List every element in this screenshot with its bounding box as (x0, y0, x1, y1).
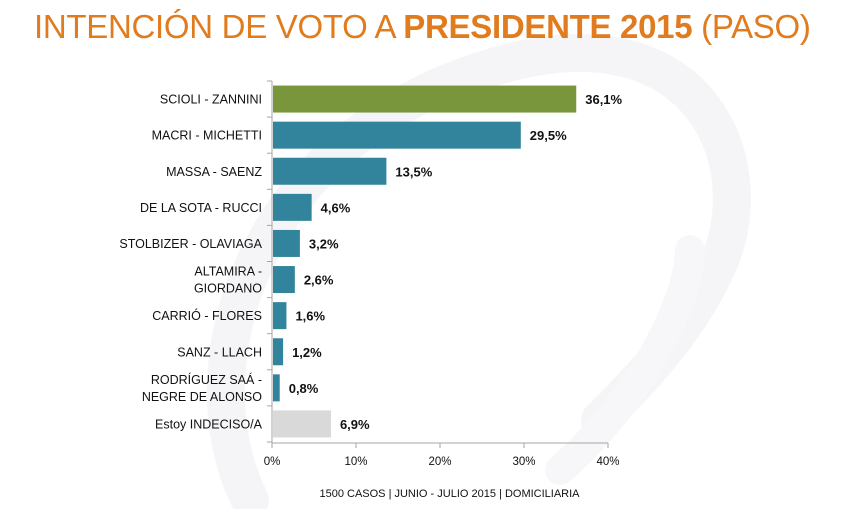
value-label: 6,9% (340, 417, 370, 432)
category-label: MACRI - MICHETTI (152, 129, 262, 143)
bar (273, 193, 312, 221)
category-label: MASSA - SAENZ (166, 165, 262, 179)
title-part-3: (PASO) (692, 8, 811, 45)
x-tick-label: 30% (512, 456, 535, 468)
category-label: CARRIÓ - FLORES (152, 308, 262, 323)
bars (273, 85, 577, 438)
bar (273, 374, 280, 402)
value-label: 29,5% (530, 128, 567, 143)
bar (273, 266, 295, 294)
value-label: 3,2% (309, 236, 339, 251)
chart-title: INTENCIÓN DE VOTO A PRESIDENTE 2015 (PAS… (34, 8, 811, 46)
bar (273, 302, 287, 330)
bar (273, 229, 300, 257)
bar (273, 410, 331, 438)
value-label: 13,5% (395, 164, 432, 179)
title-part-2: PRESIDENTE 2015 (403, 8, 693, 45)
value-label: 2,6% (304, 273, 334, 288)
value-label: 0,8% (289, 381, 319, 396)
bar (273, 157, 387, 185)
title-part-1: INTENCIÓN DE VOTO A (34, 8, 404, 45)
chart-footer: 1500 CASOS | JUNIO - JULIO 2015 | DOMICI… (319, 488, 580, 500)
category-label: ALTAMIRA -GIORDANO (194, 265, 262, 296)
category-label: STOLBIZER - OLAVIAGA (119, 237, 262, 251)
x-tick-label: 40% (596, 456, 619, 468)
x-tick-label: 20% (428, 456, 451, 468)
value-label: 36,1% (585, 92, 622, 107)
bar (273, 338, 284, 366)
value-label: 4,6% (321, 200, 351, 215)
category-label: RODRÍGUEZ SAÁ -NEGRE DE ALONSO (142, 372, 262, 404)
category-label: DE LA SOTA - RUCCI (140, 201, 262, 215)
axes (267, 80, 609, 448)
bar (273, 121, 521, 149)
labels: 0% 10% 20% 30% 40% 36,1% SCIOLI - ZANNINI 29,5%… (119, 92, 622, 468)
category-label: SANZ - LLACH (177, 345, 262, 359)
value-label: 1,2% (292, 345, 322, 360)
category-label: SCIOLI - ZANNINI (160, 93, 262, 107)
value-label: 1,6% (295, 309, 325, 324)
bar (273, 85, 577, 113)
x-tick-label: 0% (264, 456, 281, 468)
category-label: Estoy INDECISO/A (155, 417, 263, 431)
x-tick-label: 10% (344, 456, 367, 468)
